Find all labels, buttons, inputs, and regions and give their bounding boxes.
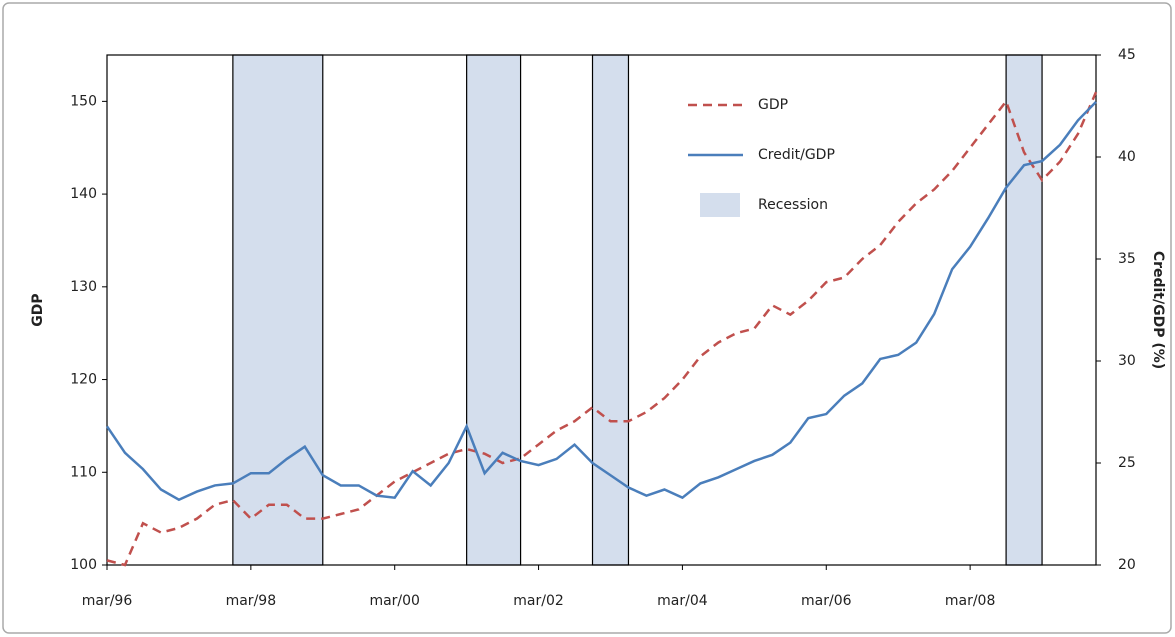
x-tick-label: mar/02 [513,593,564,609]
y2-tick-label: 35 [1118,251,1136,267]
legend-label: GDP [758,97,788,113]
recession-band [1005,54,1043,566]
y-tick-label: 100 [70,557,97,573]
legend-label: Recession [758,197,828,213]
x-tick-label: mar/04 [657,593,708,609]
recession-band [466,54,522,566]
y2-tick-label: 45 [1118,47,1136,63]
y2-axis-title: Credit/GDP (%) [1150,251,1166,369]
series-line [106,91,1098,567]
y-tick-label: 110 [70,464,97,480]
x-tick-label: mar/06 [801,593,852,609]
legend-label: Credit/GDP [758,147,835,163]
x-tick-label: mar/08 [945,593,996,609]
y2-tick-label: 40 [1118,149,1136,165]
y-axis-title: GDP [30,293,46,326]
y-tick-label: 130 [70,279,97,295]
x-tick-label: mar/98 [226,593,277,609]
x-tick-label: mar/00 [369,593,420,609]
y2-tick-label: 20 [1118,557,1136,573]
plot-area [106,54,1097,566]
y2-tick-label: 30 [1118,353,1136,369]
recession-band [591,54,630,566]
y-tick-label: 120 [70,372,97,388]
y-tick-label: 140 [70,186,97,202]
x-tick-label: mar/96 [82,593,133,609]
y2-tick-label: 25 [1118,455,1136,471]
series-line [105,101,1097,502]
y-tick-label: 150 [70,93,97,109]
legend-swatch [700,193,740,217]
recession-band [232,54,324,566]
